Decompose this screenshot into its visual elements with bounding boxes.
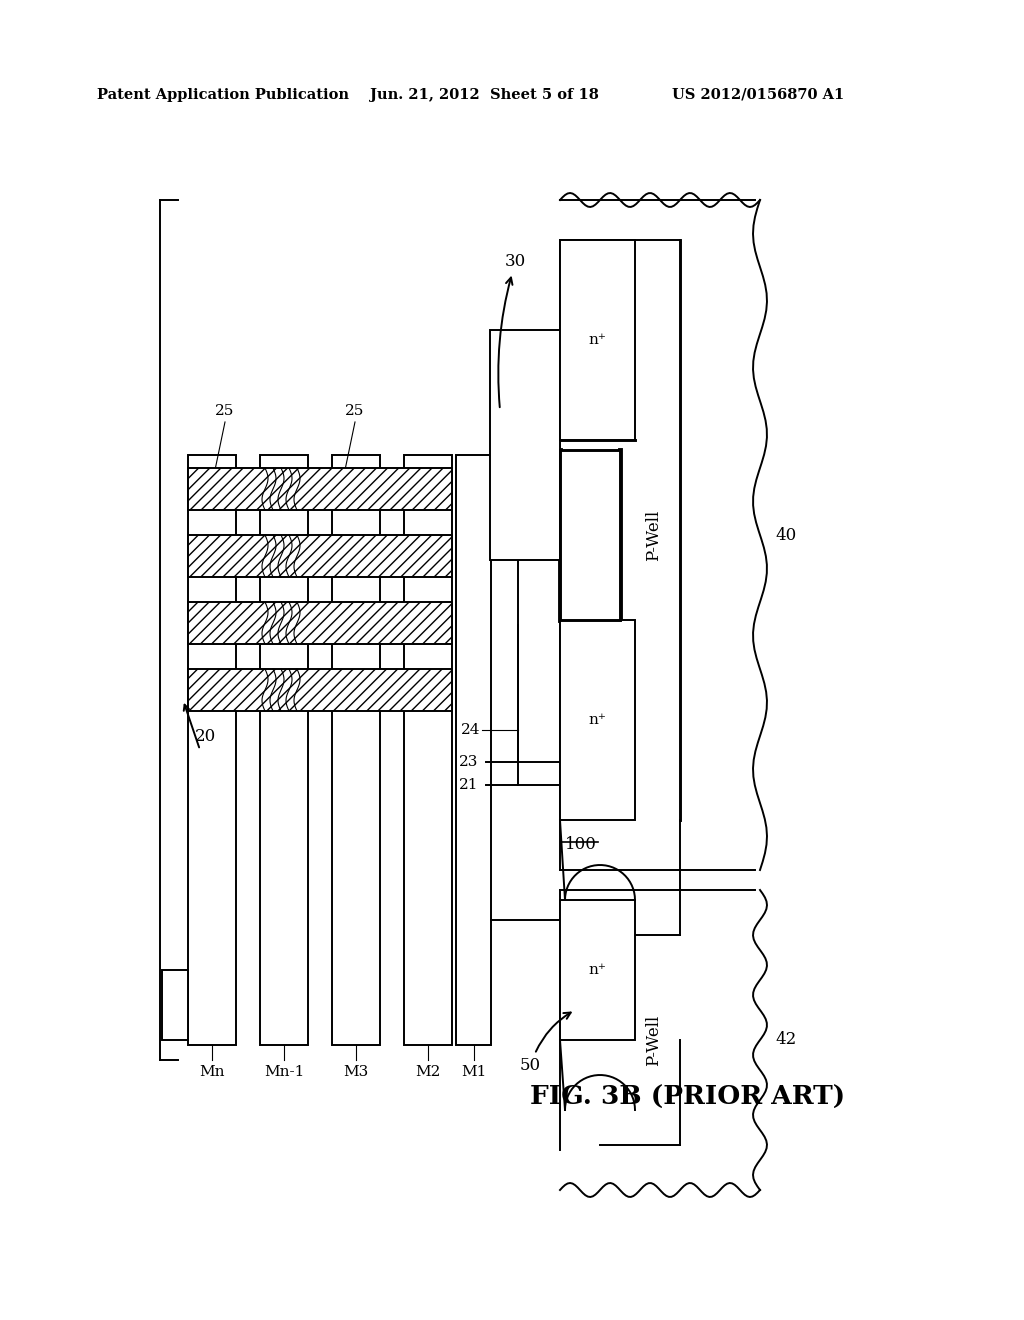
Text: 100: 100	[565, 836, 597, 853]
Text: 25: 25	[345, 404, 365, 418]
Text: P-Well: P-Well	[645, 1014, 662, 1065]
Text: n⁺: n⁺	[588, 964, 606, 977]
Text: 21: 21	[459, 777, 478, 792]
Text: 30: 30	[499, 253, 526, 408]
Text: 40: 40	[775, 527, 797, 544]
Text: 20: 20	[195, 729, 216, 744]
Bar	[188, 535, 452, 577]
Text: 23: 23	[459, 755, 478, 770]
Bar	[560, 450, 620, 620]
Text: n⁺: n⁺	[589, 333, 606, 347]
Bar	[188, 469, 452, 510]
Bar	[332, 455, 380, 1045]
Text: 24: 24	[461, 723, 480, 737]
Text: 50: 50	[520, 1012, 570, 1074]
Text: Mn-1: Mn-1	[264, 1065, 304, 1078]
Text: 42: 42	[775, 1031, 797, 1048]
Bar	[188, 602, 452, 644]
Bar	[404, 455, 452, 1045]
Text: 25: 25	[215, 404, 234, 418]
Bar	[560, 900, 635, 1040]
Text: Jun. 21, 2012  Sheet 5 of 18: Jun. 21, 2012 Sheet 5 of 18	[370, 88, 599, 102]
Bar	[490, 330, 560, 560]
Bar	[560, 620, 635, 820]
Bar	[188, 669, 452, 711]
Text: US 2012/0156870 A1: US 2012/0156870 A1	[672, 88, 844, 102]
Text: Mn: Mn	[200, 1065, 224, 1078]
Bar	[162, 970, 188, 1040]
Bar	[260, 455, 308, 1045]
Text: M3: M3	[343, 1065, 369, 1078]
Text: n⁺: n⁺	[589, 713, 606, 727]
Bar	[560, 240, 635, 440]
Text: Patent Application Publication: Patent Application Publication	[97, 88, 349, 102]
Text: P-Well: P-Well	[645, 510, 662, 561]
Text: FIG. 3B (PRIOR ART): FIG. 3B (PRIOR ART)	[530, 1085, 845, 1110]
Text: M2: M2	[416, 1065, 440, 1078]
Bar	[456, 455, 490, 1045]
Bar	[188, 455, 236, 1045]
Text: M1: M1	[461, 1065, 486, 1078]
